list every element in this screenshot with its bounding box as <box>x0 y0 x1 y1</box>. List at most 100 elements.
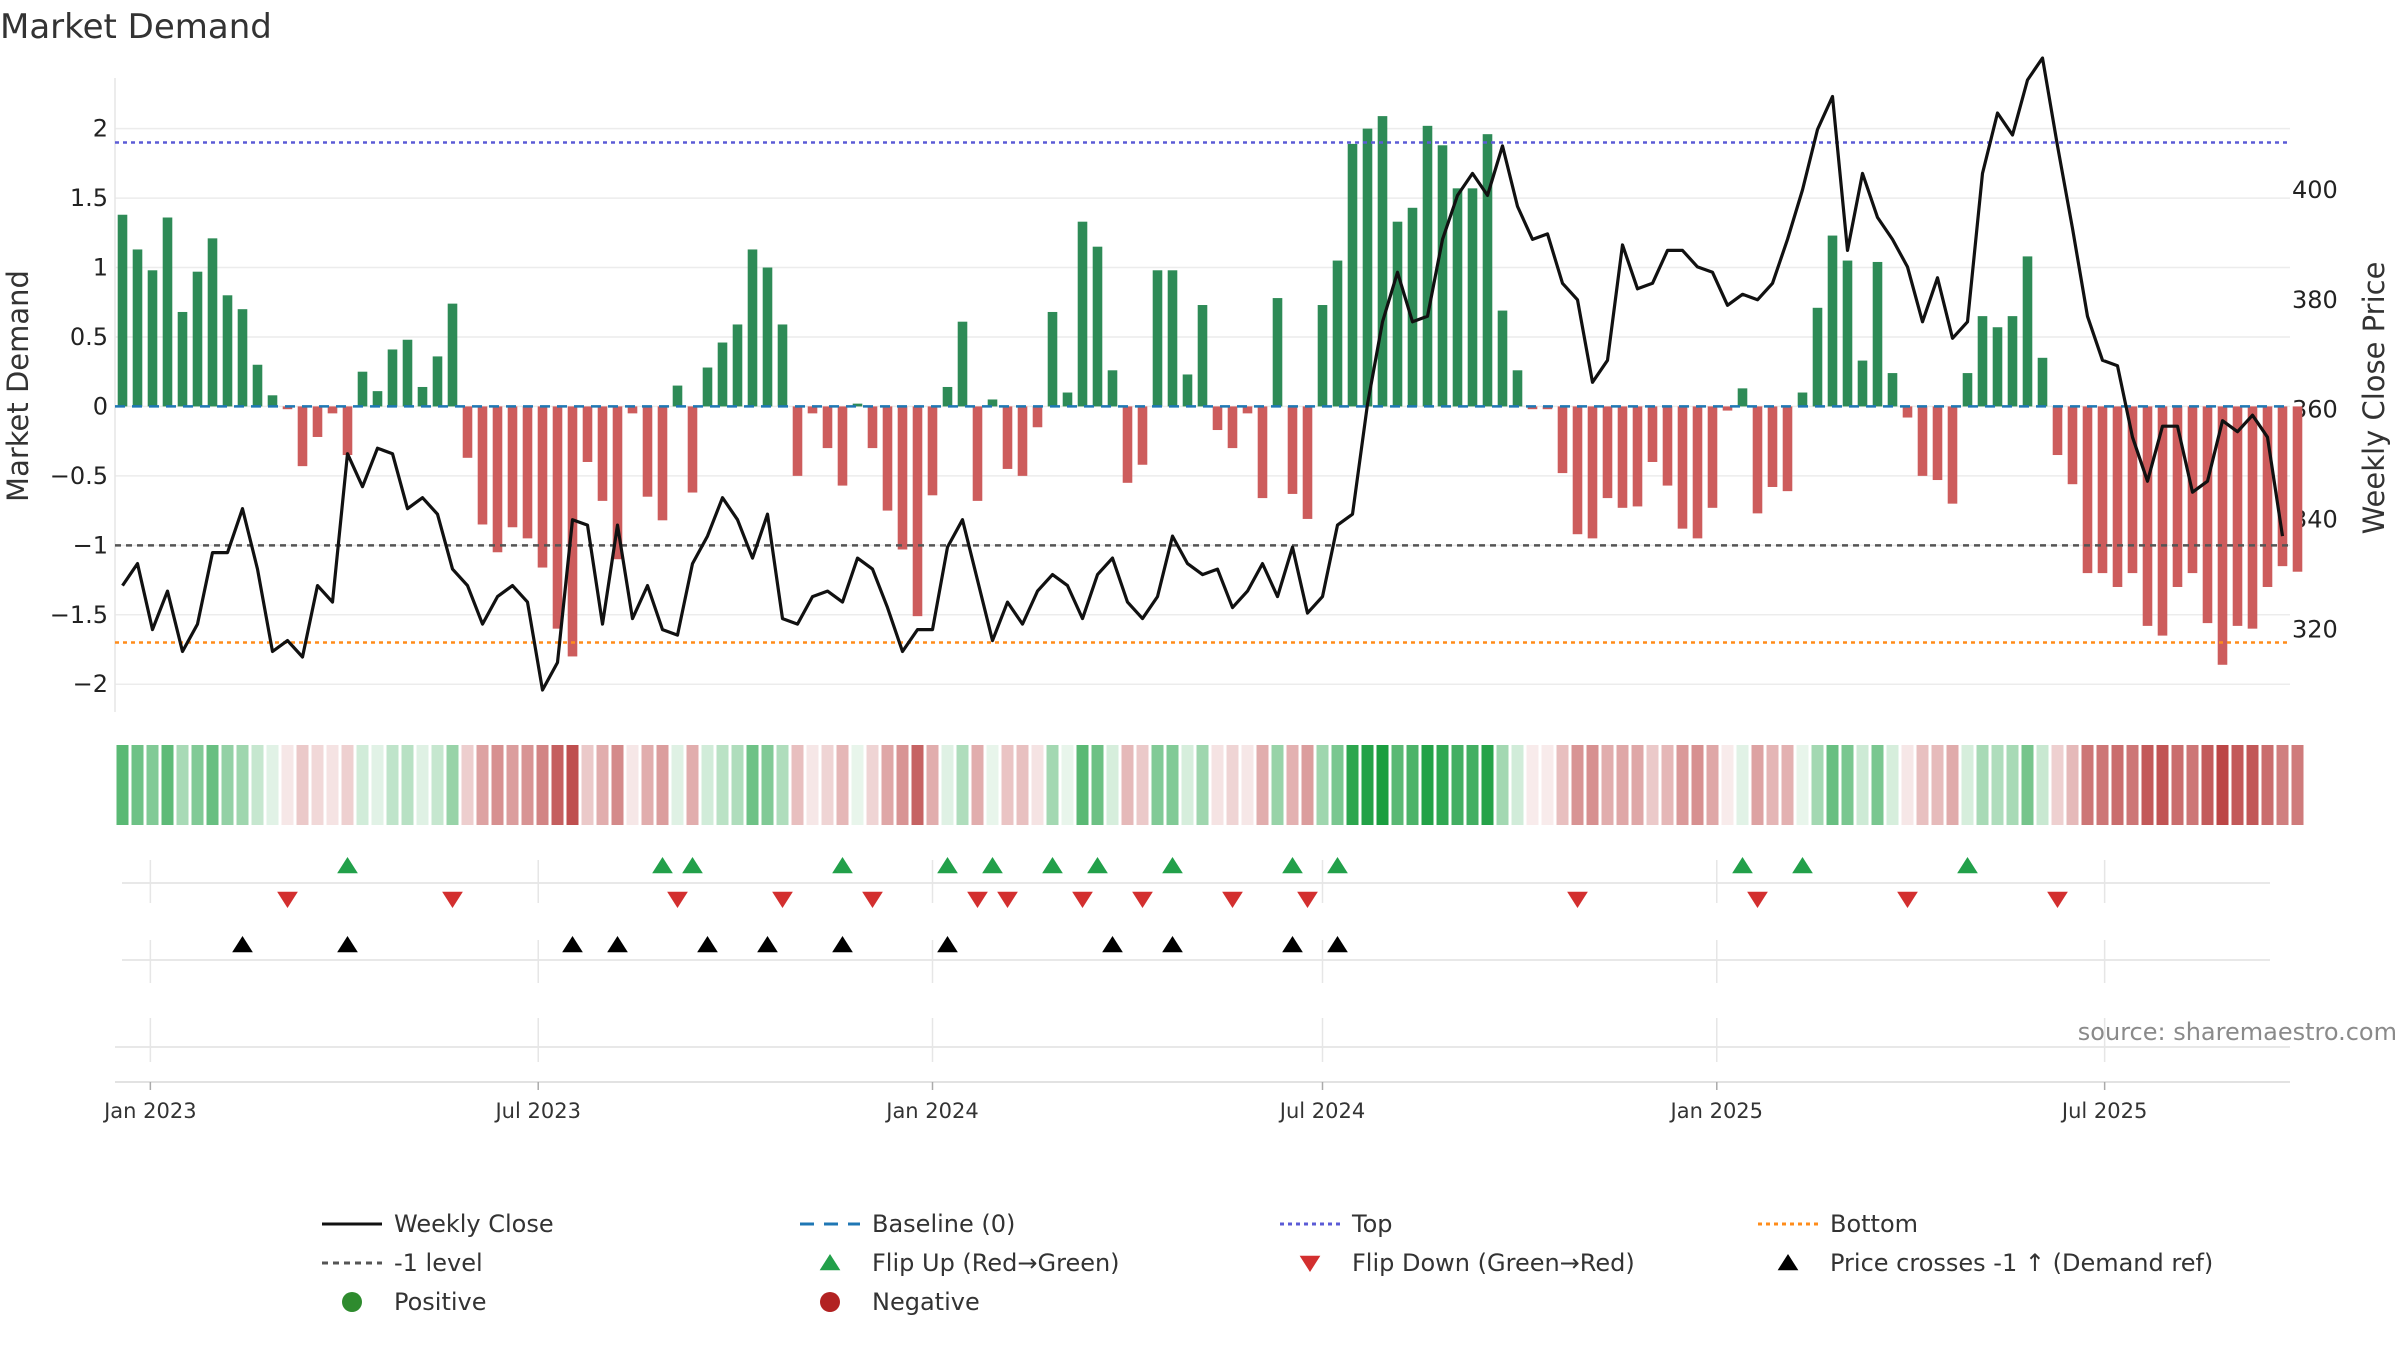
heat-cell <box>911 745 924 825</box>
heat-cell <box>1121 745 1134 825</box>
demand-bar <box>942 386 953 407</box>
flip-up-marker <box>1042 857 1063 874</box>
heat-cell <box>1376 745 1389 825</box>
demand-bar <box>387 349 398 407</box>
demand-bar <box>882 406 893 511</box>
heat-cell <box>1841 745 1854 825</box>
demand-bar <box>1542 406 1553 410</box>
demand-bar <box>1257 406 1268 499</box>
heat-cell <box>851 745 864 825</box>
chart-title: Market Demand <box>0 7 272 47</box>
heat-cell <box>686 745 699 825</box>
demand-bar <box>2037 357 2048 407</box>
date-tick-label: Jul 2024 <box>1278 1099 1365 1123</box>
demand-bar <box>417 386 428 407</box>
flip-down-marker <box>1897 891 1918 908</box>
heat-cell <box>1961 745 1974 825</box>
demand-bar <box>852 403 863 407</box>
demand-bar <box>447 303 458 407</box>
heat-cell <box>356 745 369 825</box>
demand-bar <box>1107 370 1118 407</box>
demand-bar <box>1272 298 1283 407</box>
demand-bar <box>597 406 608 501</box>
heat-cell <box>1616 745 1629 825</box>
heat-cell <box>431 745 444 825</box>
date-tick-label: Jan 2025 <box>1669 1099 1764 1123</box>
demand-bar <box>1062 392 1073 407</box>
demand-bar <box>1197 305 1208 407</box>
demand-bar <box>1227 406 1238 449</box>
flip-down-marker <box>1297 891 1318 908</box>
heat-cell <box>626 745 639 825</box>
legend-label: Negative <box>872 1288 980 1316</box>
legend-item: Flip Down (Green→Red) <box>1299 1249 1635 1277</box>
source-credit: source: sharemaestro.com <box>2078 1018 2397 1046</box>
demand-bar <box>2277 406 2288 567</box>
heat-cell <box>1181 745 1194 825</box>
demand-bar <box>1122 406 1133 483</box>
heat-cell <box>596 745 609 825</box>
heat-cell <box>1481 745 1494 825</box>
demand-bar <box>402 339 413 407</box>
legend-item: Bottom <box>1758 1210 1918 1238</box>
heat-cell <box>1421 745 1434 825</box>
demand-bar <box>987 399 998 407</box>
heat-cell <box>2231 745 2244 825</box>
demand-bar <box>687 406 698 493</box>
demand-bar <box>1752 406 1763 514</box>
heat-cell <box>1931 745 1944 825</box>
demand-bar <box>2217 406 2228 665</box>
demand-bar <box>1977 316 1988 407</box>
heat-cell <box>1646 745 1659 825</box>
heat-cell <box>506 745 519 825</box>
heat-cell <box>206 745 219 825</box>
heat-cell <box>1901 745 1914 825</box>
heat-cell <box>551 745 564 825</box>
demand-bar <box>2082 406 2093 574</box>
demand-bar <box>1662 406 1673 486</box>
demand-bar <box>1932 406 1943 481</box>
demand-bar <box>762 267 773 407</box>
demand-bar <box>1437 145 1448 407</box>
heat-cell <box>491 745 504 825</box>
demand-bar <box>1212 406 1223 431</box>
demand-heat-strip <box>116 745 2304 825</box>
price-cross-marker <box>697 936 718 953</box>
demand-bar <box>2112 406 2123 587</box>
heat-cell <box>1436 745 1449 825</box>
legend-item: Baseline (0) <box>800 1210 1015 1238</box>
weekly-close-line <box>121 56 2285 692</box>
demand-bar <box>1872 261 1883 407</box>
demand-bar <box>1422 125 1433 407</box>
heat-cell <box>386 745 399 825</box>
demand-bar <box>1857 360 1868 407</box>
heat-cell <box>2216 745 2229 825</box>
heat-cell <box>2171 745 2184 825</box>
heat-cell <box>131 745 144 825</box>
heat-cell <box>1496 745 1509 825</box>
demand-bar <box>777 324 788 407</box>
signal-markers-panel <box>115 857 2290 1083</box>
demand-bar <box>2022 256 2033 407</box>
heat-cell <box>821 745 834 825</box>
heat-cell <box>2246 745 2259 825</box>
heat-cell <box>971 745 984 825</box>
flip-down-marker <box>667 891 688 908</box>
demand-bar <box>1077 221 1088 407</box>
heat-cell <box>2021 745 2034 825</box>
heat-cell <box>251 745 264 825</box>
demand-bar <box>1587 406 1598 539</box>
demand-bar <box>357 371 368 407</box>
heat-cell <box>1256 745 1269 825</box>
heat-cell <box>2186 745 2199 825</box>
flip-up-marker <box>937 857 958 874</box>
price-cross-marker <box>562 936 583 953</box>
legend-item: Negative <box>820 1288 980 1316</box>
demand-bar <box>267 395 278 407</box>
heat-cell <box>1211 745 1224 825</box>
heat-cell <box>1226 745 1239 825</box>
demand-bar <box>1017 406 1028 476</box>
demand-bar <box>2202 406 2213 624</box>
heat-cell <box>1601 745 1614 825</box>
demand-bar <box>507 406 518 528</box>
